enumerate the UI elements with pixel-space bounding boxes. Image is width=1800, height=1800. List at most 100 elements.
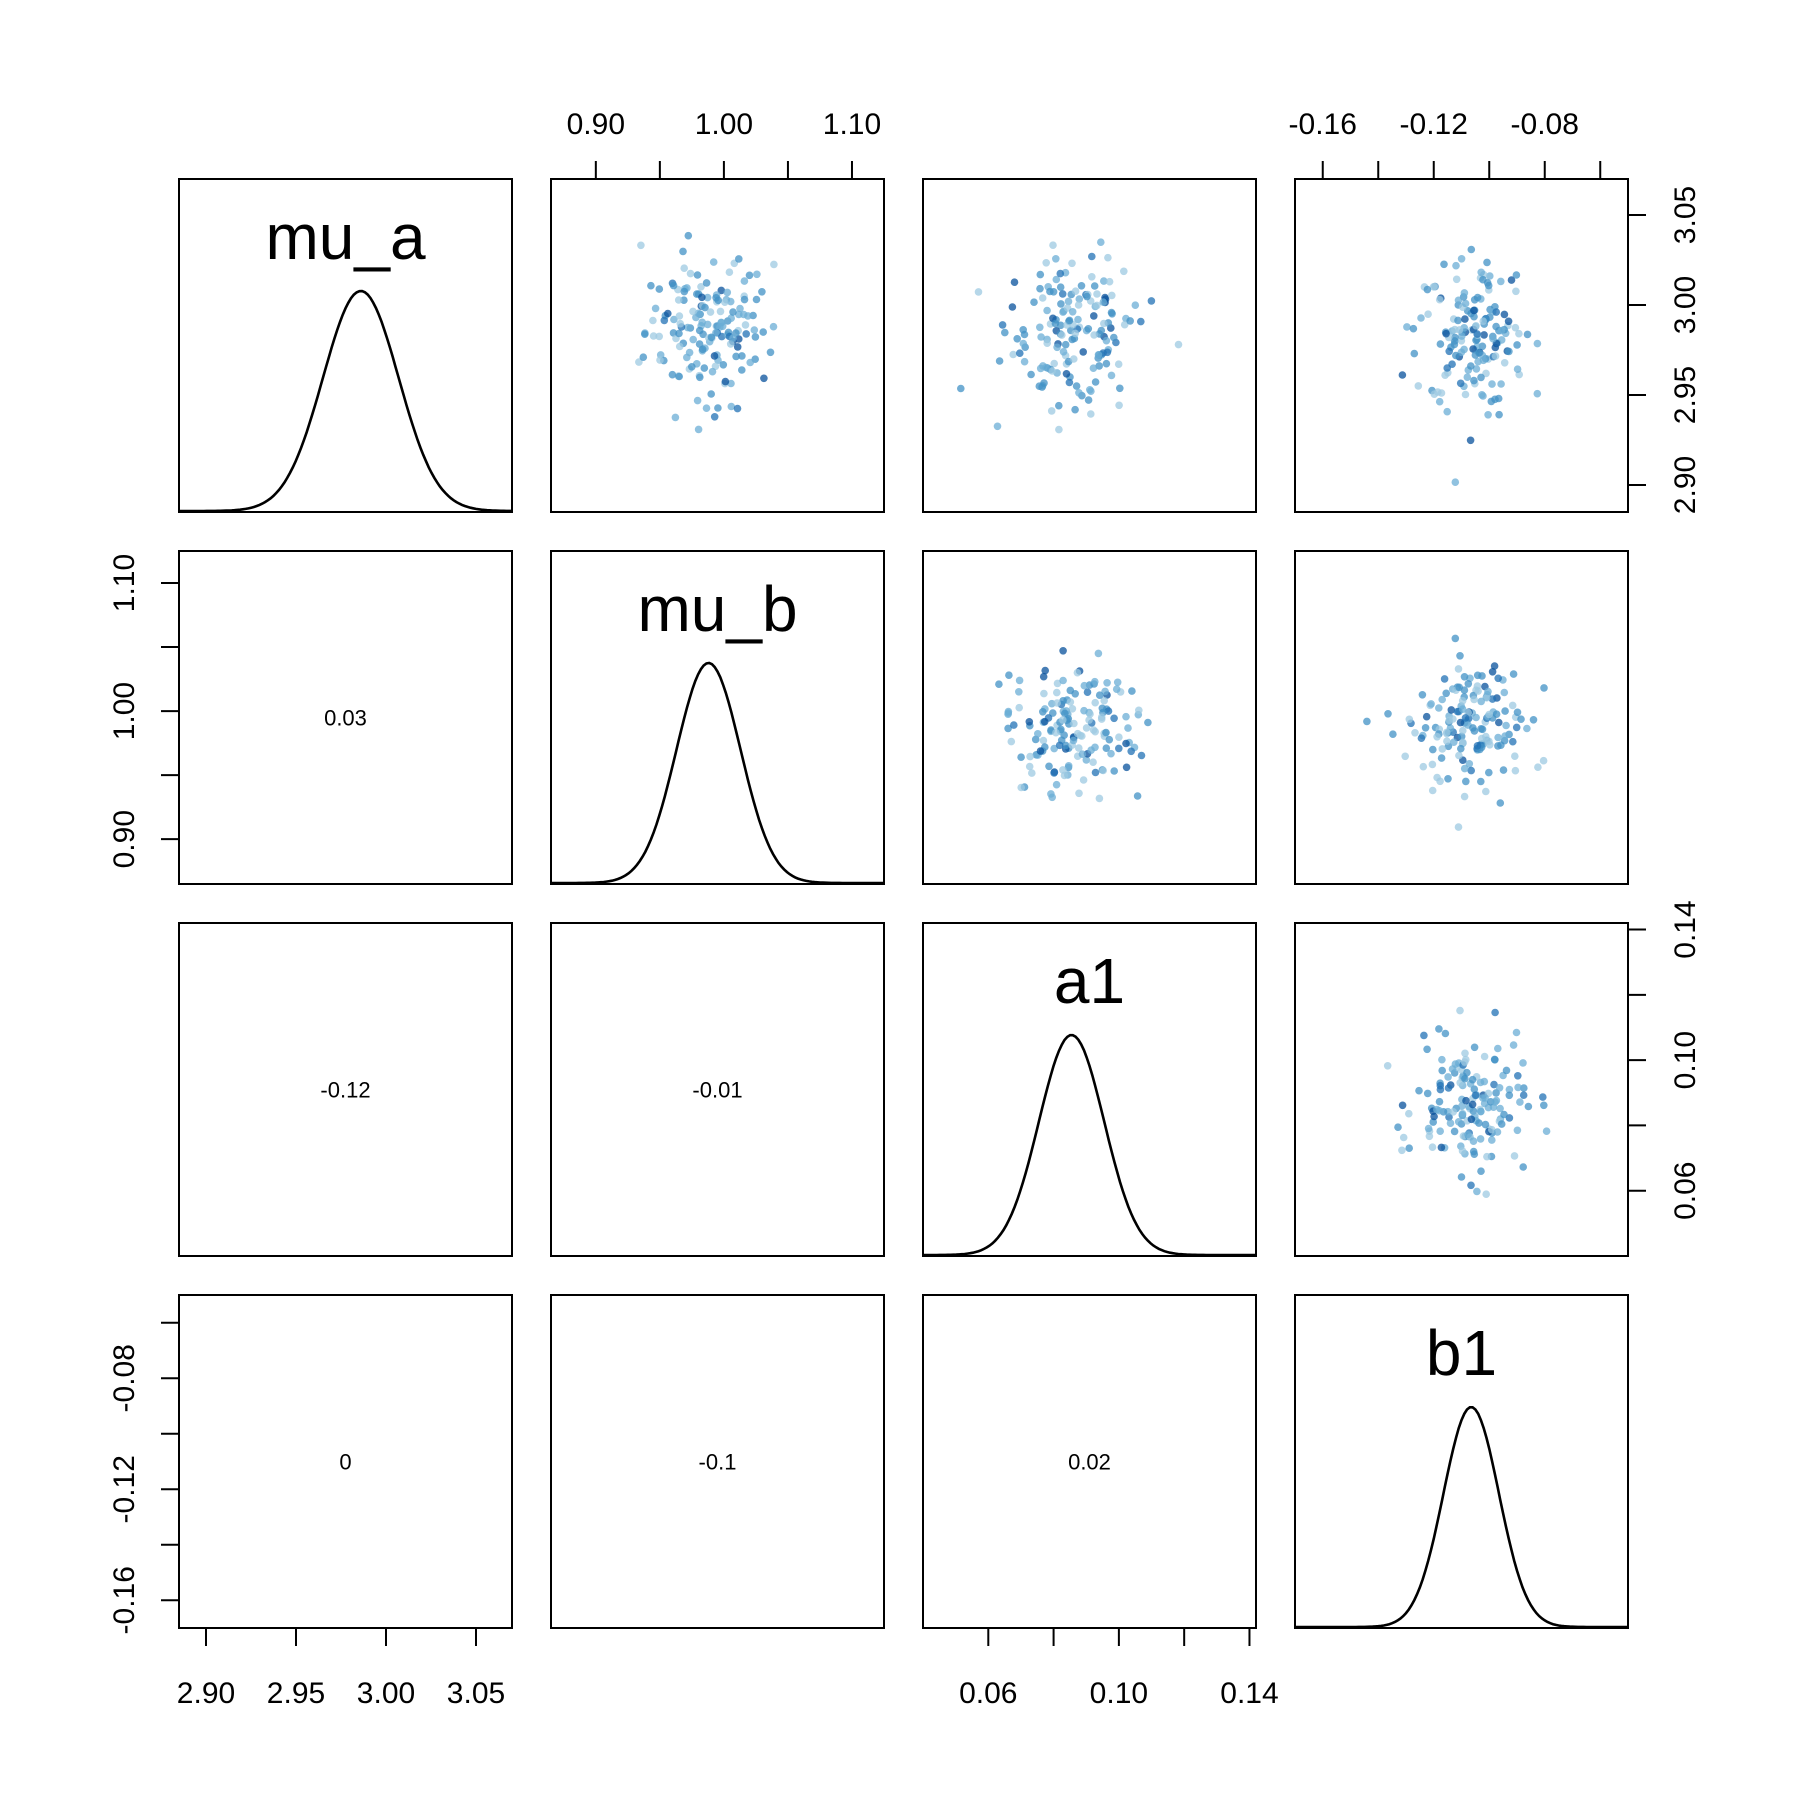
panel-b1-b1: b1 (1294, 1294, 1629, 1629)
scatter-point (1497, 277, 1505, 286)
scatter-point (1516, 1098, 1524, 1106)
scatter-point (1015, 676, 1024, 685)
scatter-point (769, 322, 778, 331)
scatter-point (693, 396, 702, 405)
scatter-point (993, 422, 1002, 431)
scatter-point (1041, 666, 1049, 675)
scatter-point (1099, 298, 1108, 307)
scatter-point (1094, 649, 1103, 658)
scatter-point (1437, 1143, 1446, 1152)
scatter-point (1496, 799, 1505, 807)
scatter-point (675, 372, 683, 381)
scatter-point (1462, 1096, 1470, 1105)
scatter-point (669, 281, 678, 290)
scatter-point (1458, 705, 1467, 713)
scatter-point (1497, 741, 1505, 749)
scatter-point (1050, 744, 1058, 753)
scatter-point (995, 680, 1003, 688)
scatter-point (1394, 1123, 1402, 1131)
scatter-point (1490, 1080, 1498, 1089)
scatter-point (1088, 252, 1096, 261)
scatter-point (675, 329, 683, 338)
scatter-point (1500, 310, 1509, 319)
tick-label-mu_b: 0.90 (567, 108, 625, 141)
scatter-point (998, 321, 1007, 329)
scatter-point (1479, 356, 1488, 365)
scatter-point (1004, 709, 1012, 717)
scatter-point (1074, 315, 1082, 324)
scatter-point (1520, 1084, 1528, 1092)
scatter-point (689, 307, 697, 316)
scatter-point (1488, 695, 1497, 703)
panel-frame (1294, 922, 1629, 1257)
scatter-point (1468, 1075, 1477, 1084)
scatter-point (1495, 1084, 1504, 1092)
correlation-label: 0.02 (1068, 1450, 1111, 1475)
scatter-point (1422, 712, 1431, 721)
scatter-point (717, 286, 726, 295)
scatter-point (1097, 713, 1106, 721)
scatter-point (718, 322, 727, 331)
scatter-point (1414, 382, 1423, 390)
scatter-point (1084, 396, 1093, 404)
scatter-point (1442, 689, 1450, 698)
scatter-point (1095, 794, 1104, 803)
scatter-point (1091, 378, 1100, 386)
scatter-point (1463, 1068, 1471, 1077)
scatter-point (1082, 756, 1091, 764)
scatter-point (751, 333, 760, 341)
scatter-point (1477, 777, 1485, 786)
scatter-point (1083, 292, 1091, 301)
scatter-point (1424, 310, 1432, 319)
scatter-point (1482, 694, 1491, 702)
scatter-point (1490, 1055, 1499, 1064)
scatter-point (1497, 380, 1505, 388)
scatter-point (1110, 714, 1118, 723)
scatter-point (1507, 276, 1516, 284)
scatter-point (1042, 363, 1050, 372)
scatter-point (1418, 691, 1427, 699)
scatter-point (1112, 685, 1121, 693)
scatter-point (1511, 323, 1520, 332)
scatter-point (1071, 329, 1079, 338)
scatter-point (1495, 718, 1503, 727)
scatter-point (1399, 1133, 1408, 1142)
scatter-point (1442, 329, 1450, 338)
scatter-point (1462, 777, 1470, 786)
scatter-point (1087, 746, 1095, 754)
scatter-point (1430, 390, 1439, 399)
scatter-point (1055, 425, 1063, 434)
variable-name-mu_b: mu_b (637, 573, 797, 645)
scatter-point (684, 231, 693, 240)
scatter-point (1477, 1107, 1485, 1116)
tick-label-b1: -0.08 (108, 1344, 141, 1412)
scatter-point (1435, 295, 1444, 304)
scatter-point (1470, 1085, 1479, 1093)
scatter-point (1466, 436, 1475, 445)
scatter-point (1435, 397, 1444, 406)
scatter-point (1040, 717, 1049, 726)
scatter-point (1477, 268, 1485, 277)
scatter-point (1052, 275, 1061, 284)
scatter-point (664, 309, 672, 318)
scatter-point (683, 353, 691, 362)
scatter-point (698, 293, 706, 302)
scatter-point (752, 295, 761, 304)
scatter-point (1144, 718, 1152, 727)
scatter-point (1542, 1127, 1551, 1135)
scatter-point (1512, 723, 1521, 732)
scatter-point (1053, 688, 1061, 697)
scatter-point (1474, 687, 1482, 695)
tick-label-a1: 0.10 (1669, 1031, 1702, 1089)
scatter-point (723, 288, 732, 297)
scatter-point (1065, 316, 1074, 325)
panel-mu_b-a1 (922, 550, 1257, 885)
scatter-point (1108, 310, 1116, 318)
panel-b1-a1: 0.02 (922, 1294, 1257, 1629)
scatter-point (1039, 708, 1047, 716)
scatter-point (1093, 301, 1101, 310)
scatter-point (1469, 345, 1477, 353)
scatter-point (1488, 380, 1496, 388)
tick-label-mu_a: 2.90 (1669, 456, 1702, 514)
panel-b1-mu_b: -0.1 (550, 1294, 885, 1629)
